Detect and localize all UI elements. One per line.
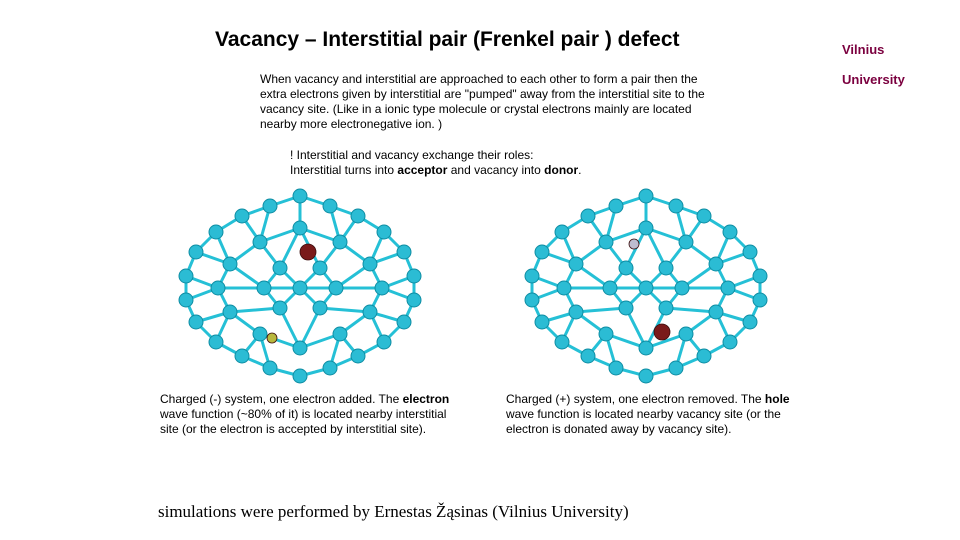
left-caption-a: Charged (-) system, one electron added. …	[160, 392, 403, 406]
figure-row: Charged (-) system, one electron added. …	[160, 184, 800, 437]
left-figure-block: Charged (-) system, one electron added. …	[160, 184, 450, 437]
logo-line-2: University	[842, 72, 905, 87]
lattice-right-diagram	[506, 184, 786, 384]
right-caption-c: wave function is located nearby vacancy …	[506, 407, 781, 436]
right-figure-block: Charged (+) system, one electron removed…	[506, 184, 796, 437]
exchange-line2b: and vacancy into	[447, 163, 544, 177]
right-caption-bold: hole	[765, 392, 790, 406]
logo-line-1: Vilnius	[842, 42, 884, 57]
page-title: Vacancy – Interstitial pair (Frenkel pai…	[215, 28, 680, 52]
left-caption: Charged (-) system, one electron added. …	[160, 392, 450, 437]
role-exchange-note: ! Interstitial and vacancy exchange thei…	[290, 148, 670, 178]
right-caption: Charged (+) system, one electron removed…	[506, 392, 796, 437]
exchange-line2c: .	[578, 163, 581, 177]
lattice-left-diagram	[160, 184, 440, 384]
credit-line: simulations were performed by Ernestas Ž…	[158, 502, 629, 522]
left-caption-c: wave function (~80% of it) is located ne…	[160, 407, 446, 436]
acceptor-word: acceptor	[397, 163, 447, 177]
exchange-line1: ! Interstitial and vacancy exchange thei…	[290, 148, 533, 162]
exchange-line2a: Interstitial turns into	[290, 163, 397, 177]
slide: Vacancy – Interstitial pair (Frenkel pai…	[0, 0, 960, 540]
left-caption-bold: electron	[403, 392, 450, 406]
right-caption-a: Charged (+) system, one electron removed…	[506, 392, 765, 406]
donor-word: donor	[544, 163, 578, 177]
university-logo: Vilnius University	[842, 28, 932, 88]
intro-paragraph: When vacancy and interstitial are approa…	[260, 72, 725, 132]
